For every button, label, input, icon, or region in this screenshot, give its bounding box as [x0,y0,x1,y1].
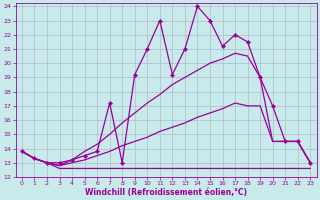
X-axis label: Windchill (Refroidissement éolien,°C): Windchill (Refroidissement éolien,°C) [85,188,247,197]
